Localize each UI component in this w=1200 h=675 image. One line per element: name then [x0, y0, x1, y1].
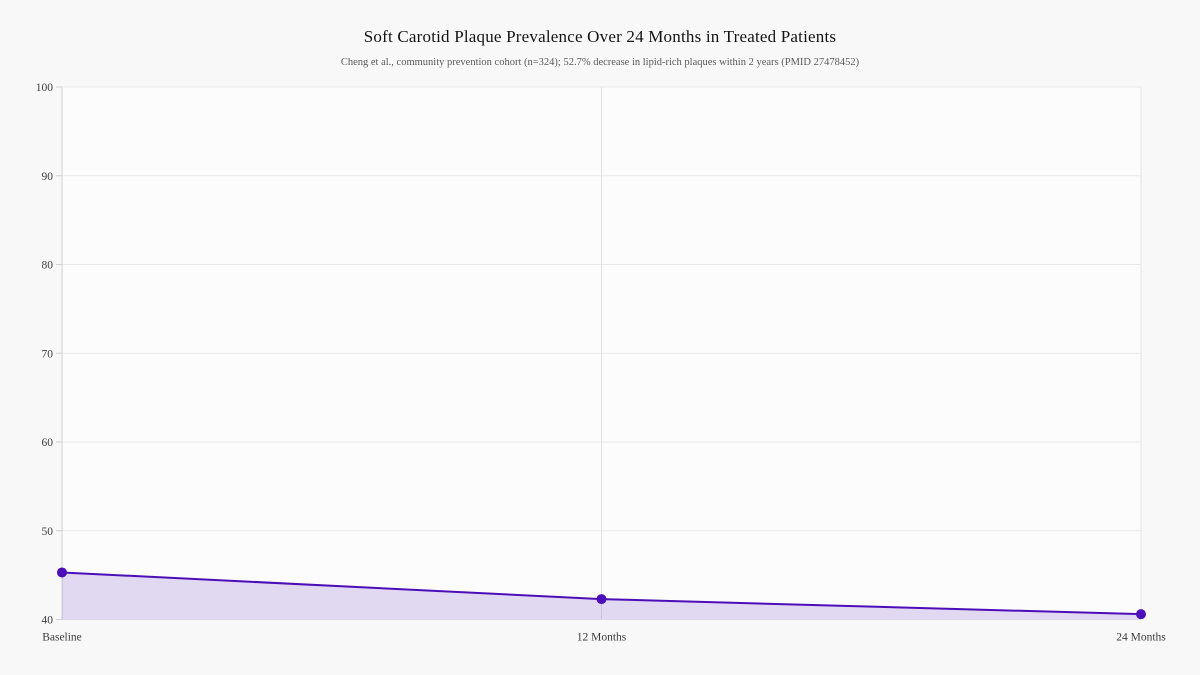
y-tick-label: 100: [36, 82, 54, 94]
data-point: [596, 594, 607, 605]
y-tick-label: 80: [42, 260, 54, 272]
y-tick-label: 50: [42, 526, 54, 538]
x-tick-label: 12 Months: [577, 632, 627, 644]
x-tick-label: 24 Months: [1116, 632, 1166, 644]
data-point: [57, 567, 67, 578]
y-tick-label: 70: [42, 348, 54, 360]
area-fill: [62, 572, 1141, 620]
x-tick-label: Baseline: [42, 632, 82, 644]
chart-title: Soft Carotid Plaque Prevalence Over 24 M…: [363, 27, 837, 46]
data-point: [1136, 609, 1146, 620]
y-tick-label: 40: [42, 615, 54, 627]
chart-subtitle: Cheng et al., community prevention cohor…: [340, 57, 860, 68]
y-tick-label: 60: [42, 437, 54, 449]
y-tick-label: 90: [42, 171, 54, 183]
